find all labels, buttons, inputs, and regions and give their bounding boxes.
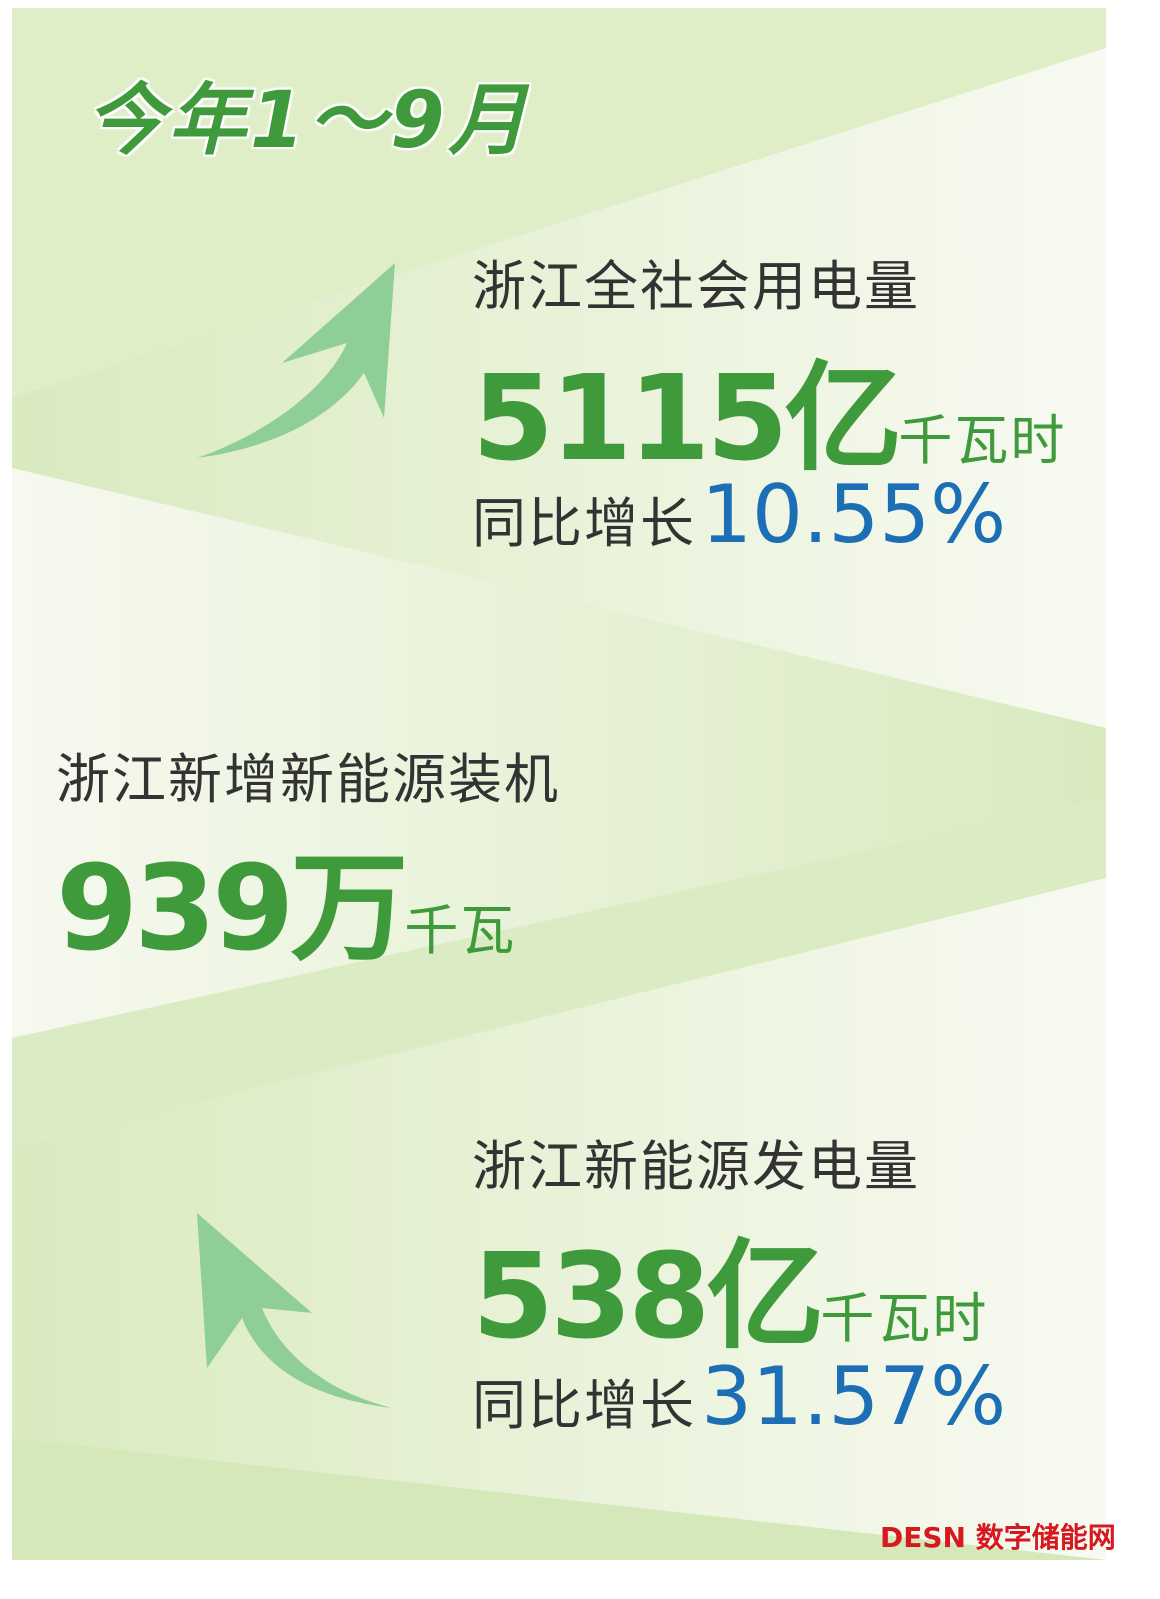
- page-title: 今年1～9月: [86, 76, 531, 166]
- stat-label: 浙江全社会用电量: [472, 255, 920, 318]
- stat-value: 939万: [56, 839, 408, 977]
- stat-unit: 千瓦: [404, 899, 517, 962]
- stat-value-row: 5115亿千瓦时: [472, 322, 1066, 493]
- arrow-up-left-icon: [197, 1213, 392, 1408]
- yoy-row: 同比增长 10.55%: [472, 468, 1006, 561]
- watermark-logo: DESN 数字储能网: [880, 1521, 1116, 1554]
- yoy-value: 31.57%: [701, 1350, 1007, 1443]
- stat-value: 538亿: [472, 1227, 824, 1365]
- stat-label: 浙江新能源发电量: [472, 1135, 920, 1198]
- stat-unit: 千瓦时: [820, 1287, 989, 1350]
- yoy-label: 同比增长: [472, 492, 696, 555]
- yoy-value: 10.55%: [701, 468, 1007, 561]
- stat-value-row: 939万千瓦: [56, 812, 516, 983]
- yoy-label: 同比增长: [472, 1374, 696, 1437]
- background: [12, 8, 1106, 1560]
- stat-label: 浙江新增新能源装机: [56, 748, 560, 811]
- arrow-up-right-icon: [197, 263, 395, 458]
- stat-unit: 千瓦时: [898, 409, 1067, 472]
- stat-value-row: 538亿千瓦时: [472, 1200, 988, 1371]
- yoy-row: 同比增长 31.57%: [472, 1350, 1006, 1443]
- stat-value: 5115亿: [472, 349, 902, 487]
